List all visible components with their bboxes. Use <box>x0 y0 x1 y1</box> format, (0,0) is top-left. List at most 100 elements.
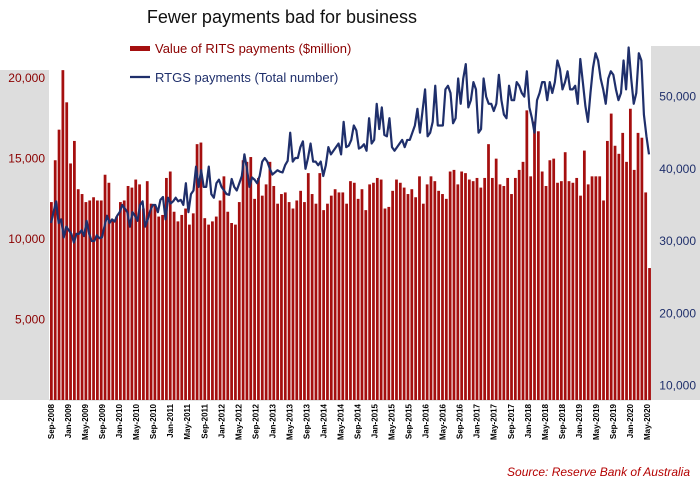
rits-bar <box>602 200 605 400</box>
x-tick-label: May-2020 <box>643 403 652 440</box>
rits-bar <box>287 202 291 400</box>
rits-bar <box>398 182 402 400</box>
bar-series <box>50 70 651 401</box>
x-tick-label: May-2015 <box>388 403 397 440</box>
x-tick-label: May-2019 <box>592 403 601 440</box>
x-tick-label: May-2013 <box>285 403 294 440</box>
rits-bar <box>306 173 310 400</box>
rits-bar <box>157 216 161 400</box>
rits-bar <box>429 176 433 400</box>
rits-bar <box>207 224 210 400</box>
rits-bar <box>383 208 387 400</box>
rits-bar <box>563 152 567 400</box>
rits-bar <box>441 194 444 400</box>
rits-bar <box>153 205 157 400</box>
x-tick-label: Jan-2009 <box>64 403 73 438</box>
rits-bar <box>76 189 80 400</box>
x-axis-ticks: Sep-2008 Jan-2009 May-2009 Sep-2009 Jan-2010… <box>47 403 652 440</box>
rits-bar <box>483 177 487 400</box>
rits-bar <box>199 142 203 401</box>
rits-bar <box>648 268 651 400</box>
rits-bar <box>245 161 249 400</box>
rits-bar <box>471 181 475 400</box>
rits-bar <box>502 185 506 400</box>
rits-bar <box>636 132 640 400</box>
rits-bar <box>257 177 260 400</box>
rits-bar <box>594 176 598 400</box>
rits-bar <box>99 200 103 400</box>
rits-bar <box>126 185 130 400</box>
rits-bar <box>395 179 398 400</box>
x-tick-label: May-2010 <box>132 403 141 440</box>
rits-bar <box>57 129 61 401</box>
rits-bar <box>341 192 345 400</box>
rits-bar <box>364 210 368 400</box>
rits-bar <box>605 140 609 400</box>
x-tick-label: Jan-2016 <box>422 403 431 438</box>
rits-bar <box>575 177 579 400</box>
rits-bar <box>375 177 379 400</box>
x-tick-label: May-2017 <box>490 403 499 440</box>
rits-bar <box>548 160 552 400</box>
rits-bar <box>590 176 594 400</box>
rits-bar <box>632 169 636 400</box>
rits-bar <box>203 218 207 400</box>
rits-bar <box>73 140 76 400</box>
rits-bar <box>165 177 168 400</box>
rits-bar <box>586 184 590 400</box>
left-tick-label: 15,000 <box>8 152 45 166</box>
legend-label-bars: Value of RITS payments ($million) <box>155 41 351 56</box>
x-tick-label: Sep-2014 <box>354 403 363 439</box>
x-tick-label: Jan-2019 <box>575 403 584 438</box>
rits-bar <box>92 197 95 400</box>
left-tick-label: 20,000 <box>8 71 45 85</box>
rits-bar <box>253 198 256 400</box>
chart-title: Fewer payments bad for business <box>147 7 417 27</box>
right-axis-ticks: 10,000 20,000 30,000 40,000 50,000 <box>659 90 696 393</box>
rits-bar <box>513 177 517 400</box>
rits-bar <box>356 198 360 400</box>
rits-bar <box>226 211 230 400</box>
rits-bar <box>184 208 187 400</box>
rits-bar <box>134 179 138 400</box>
rits-bar <box>84 202 88 400</box>
x-tick-label: Jan-2015 <box>371 403 380 438</box>
rits-bar <box>360 189 364 400</box>
right-tick-label: 20,000 <box>659 306 696 320</box>
rits-bar <box>460 171 464 400</box>
rits-bar <box>172 211 176 400</box>
left-axis-ticks: 5,000 10,000 15,000 20,000 <box>8 71 45 326</box>
legend: Value of RITS payments ($million) RTGS p… <box>130 41 351 85</box>
rits-bar <box>479 187 483 400</box>
x-tick-label: May-2018 <box>541 403 550 440</box>
rits-bar <box>556 182 559 400</box>
rits-bar <box>544 185 548 400</box>
rits-bar <box>456 184 460 400</box>
x-tick-label: May-2009 <box>81 403 90 440</box>
x-tick-label: Sep-2019 <box>609 403 618 439</box>
rits-bar <box>525 110 529 401</box>
x-tick-label: Sep-2015 <box>405 403 414 439</box>
rits-bar <box>559 181 563 400</box>
rits-bar <box>161 214 164 400</box>
rits-bar <box>498 184 502 400</box>
rits-bar <box>640 137 644 400</box>
rits-bar <box>448 171 452 400</box>
rits-bar <box>617 153 621 400</box>
rits-bar <box>487 144 490 400</box>
x-tick-label: Sep-2018 <box>558 403 567 439</box>
rits-bar <box>552 158 556 400</box>
legend-swatch-bars <box>130 46 150 51</box>
left-tick-label: 5,000 <box>15 313 45 327</box>
rits-bar <box>517 169 521 400</box>
x-tick-label: May-2012 <box>234 403 243 440</box>
rits-bar <box>475 177 479 400</box>
x-tick-label: Jan-2011 <box>166 403 175 437</box>
rits-bar <box>582 150 586 400</box>
x-tick-label: May-2014 <box>336 403 345 440</box>
rits-bar <box>387 206 391 400</box>
rits-bar <box>433 181 437 400</box>
rits-bar <box>115 216 118 400</box>
rits-bar <box>333 189 337 400</box>
rits-bar <box>621 132 625 400</box>
